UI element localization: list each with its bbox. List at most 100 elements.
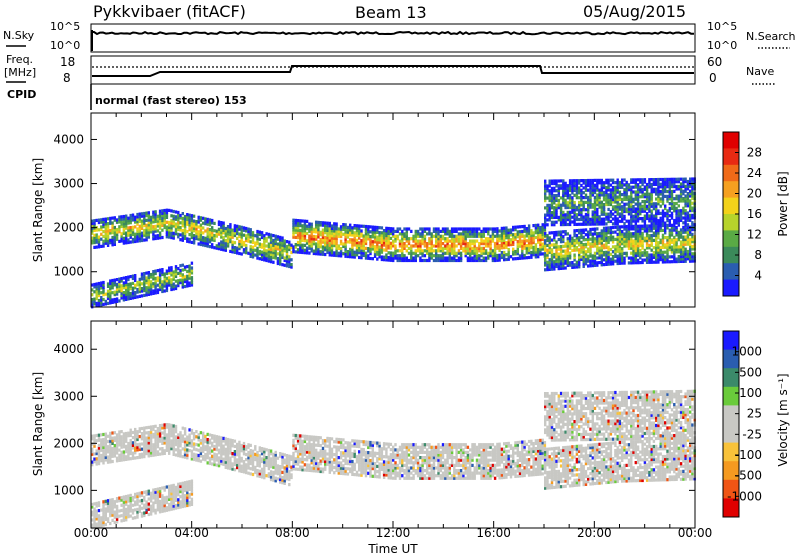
velocity-cell-band-0 bbox=[211, 450, 213, 453]
power-cell-band-1 bbox=[535, 236, 537, 239]
power-cell-band-2 bbox=[603, 258, 605, 261]
cpid-label: CPID bbox=[7, 88, 36, 101]
power-cell-band-0 bbox=[123, 215, 125, 218]
power-cell-band-3 bbox=[170, 278, 172, 281]
power-cell-band-4 bbox=[691, 214, 693, 217]
power-cell-band-2 bbox=[687, 223, 689, 226]
power-cell-band-4 bbox=[585, 179, 587, 182]
power-cell-band-2 bbox=[553, 231, 555, 234]
power-cell-band-2 bbox=[666, 236, 668, 239]
power-cell-band-2 bbox=[689, 238, 691, 241]
power-cell-band-0 bbox=[209, 245, 211, 248]
power-cell-band-0 bbox=[204, 229, 206, 232]
power-cell-band-1 bbox=[476, 240, 478, 243]
power-colorbar-swatch bbox=[723, 148, 739, 165]
power-cell-band-2 bbox=[637, 225, 639, 228]
velocity-cell-band-0 bbox=[243, 460, 245, 463]
power-cell-band-2 bbox=[598, 232, 600, 235]
power-cell-band-1 bbox=[367, 225, 369, 228]
power-cell-band-4 bbox=[585, 213, 587, 216]
power-cell-band-4 bbox=[648, 178, 650, 181]
power-cell-band-0 bbox=[288, 255, 290, 258]
velocity-cell-band-0 bbox=[127, 432, 129, 435]
velocity-cell-band-0 bbox=[195, 448, 197, 451]
power-cell-band-1 bbox=[329, 222, 331, 225]
power-cell-band-4 bbox=[639, 195, 641, 198]
power-cell-band-1 bbox=[304, 244, 306, 247]
power-cell-band-0 bbox=[179, 214, 181, 217]
velocity-cell-band-0 bbox=[159, 424, 161, 427]
power-cell-band-2 bbox=[614, 260, 616, 263]
power-cell-band-1 bbox=[376, 258, 378, 261]
velocity-cell-band-0 bbox=[102, 438, 104, 441]
power-cell-band-1 bbox=[369, 225, 371, 228]
power-cell-band-3 bbox=[132, 282, 134, 285]
power-cell-band-0 bbox=[281, 263, 283, 266]
power-cell-band-4 bbox=[651, 210, 653, 213]
power-cell-band-1 bbox=[331, 224, 333, 227]
power-cell-band-0 bbox=[98, 236, 100, 239]
power-cell-band-4 bbox=[564, 199, 566, 202]
power-cell-band-2 bbox=[551, 248, 553, 251]
power-cell-band-1 bbox=[478, 242, 480, 245]
power-colorbar-swatch bbox=[723, 280, 739, 297]
power-cell-band-0 bbox=[268, 243, 270, 246]
power-cell-band-2 bbox=[598, 247, 600, 250]
power-cell-band-0 bbox=[188, 214, 190, 217]
power-cell-band-2 bbox=[544, 232, 546, 235]
power-cell-band-0 bbox=[179, 233, 181, 236]
power-cell-band-4 bbox=[669, 207, 671, 210]
velocity-cell-band-0 bbox=[245, 445, 247, 448]
power-cell-band-1 bbox=[433, 244, 435, 247]
power-cell-band-4 bbox=[655, 197, 657, 200]
power-cell-band-1 bbox=[403, 254, 405, 257]
power-cell-band-3 bbox=[179, 269, 181, 272]
power-cell-band-0 bbox=[195, 220, 197, 223]
power-cell-band-1 bbox=[437, 254, 439, 257]
power-cell-band-2 bbox=[594, 252, 596, 255]
power-cell-band-3 bbox=[182, 273, 184, 276]
velocity-cell-band-0 bbox=[182, 427, 184, 430]
power-cell-band-0 bbox=[243, 234, 245, 237]
power-cell-band-1 bbox=[440, 235, 442, 238]
power-cell-band-4 bbox=[678, 204, 680, 207]
power-cell-band-4 bbox=[603, 181, 605, 184]
power-cell-band-4 bbox=[675, 185, 677, 188]
power-cell-band-1 bbox=[367, 247, 369, 250]
velocity-cell-band-0 bbox=[218, 449, 220, 452]
power-cell-band-1 bbox=[297, 219, 299, 222]
power-cell-band-1 bbox=[528, 256, 530, 259]
nave-label: Nave bbox=[746, 65, 774, 78]
power-cell-band-3 bbox=[164, 289, 166, 292]
power-cell-band-1 bbox=[449, 240, 451, 243]
power-cell-band-0 bbox=[234, 246, 236, 249]
power-cell-band-0 bbox=[98, 219, 100, 222]
power-cell-band-2 bbox=[644, 259, 646, 262]
power-cell-band-4 bbox=[580, 184, 582, 187]
power-cell-band-4 bbox=[558, 199, 560, 202]
power-cell-band-4 bbox=[619, 191, 621, 194]
velocity-cell-band-0 bbox=[170, 424, 172, 427]
power-cell-band-1 bbox=[360, 225, 362, 228]
power-cell-band-1 bbox=[399, 254, 401, 257]
power-cell-band-0 bbox=[93, 219, 95, 222]
power-cell-band-2 bbox=[671, 255, 673, 258]
power-cell-band-4 bbox=[546, 197, 548, 200]
power-cell-band-1 bbox=[340, 225, 342, 228]
power-cell-band-1 bbox=[449, 244, 451, 247]
power-cell-band-4 bbox=[680, 178, 682, 181]
power-cell-band-2 bbox=[680, 228, 682, 231]
power-cell-band-4 bbox=[592, 179, 594, 182]
power-cell-band-1 bbox=[523, 235, 525, 238]
velocity-cell-band-0 bbox=[202, 455, 204, 458]
power-cell-band-2 bbox=[653, 232, 655, 235]
power-cell-band-1 bbox=[313, 228, 315, 231]
power-cell-band-4 bbox=[560, 196, 562, 199]
power-cell-band-0 bbox=[229, 223, 231, 226]
power-cell-band-2 bbox=[558, 231, 560, 234]
power-cell-band-3 bbox=[188, 282, 190, 285]
velocity-cell-band-0 bbox=[207, 438, 209, 441]
power-cell-band-4 bbox=[626, 203, 628, 206]
velocity-cell-band-0 bbox=[139, 453, 141, 456]
power-cell-band-0 bbox=[96, 219, 98, 222]
